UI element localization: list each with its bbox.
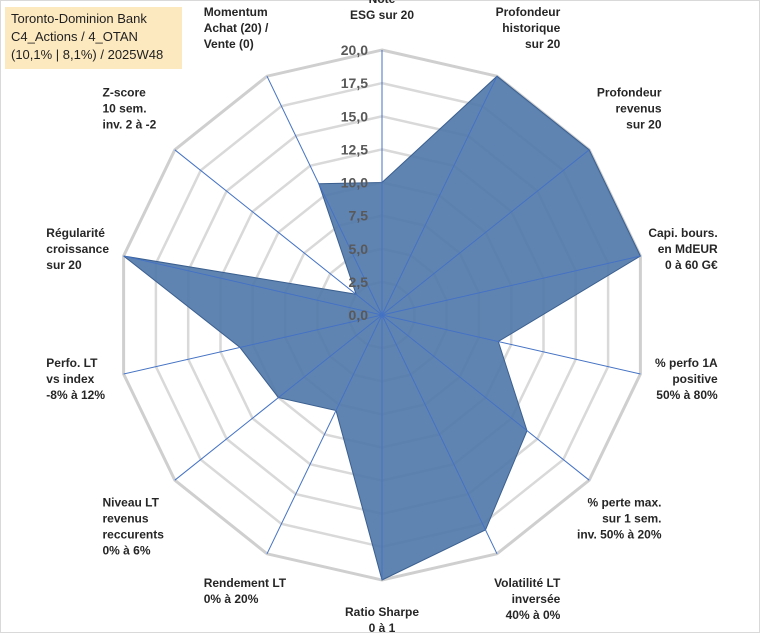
axis-label: Ratio Sharpe xyxy=(345,605,419,619)
axis-spoke xyxy=(174,149,383,316)
axis-label: historique xyxy=(502,21,560,35)
axis-label: 40% à 0% xyxy=(506,608,561,622)
axis-label: % perfo 1A xyxy=(655,356,718,370)
axis-spoke xyxy=(381,314,590,481)
axis-label: sur 20 xyxy=(525,37,561,51)
axis-label: Niveau LT xyxy=(103,495,160,509)
axis-label: positive xyxy=(672,372,718,386)
axis-label: Note xyxy=(369,0,396,6)
axis-label: Momentum xyxy=(204,5,268,19)
axis-label: inv. 2 à -2 xyxy=(103,118,157,132)
radial-tick-label: 7,5 xyxy=(349,208,369,224)
axis-label: en MdEUR xyxy=(658,242,718,256)
radial-tick-label: 17,5 xyxy=(341,75,368,91)
axis-label: Vente (0) xyxy=(204,37,254,51)
radial-tick-label: 0,0 xyxy=(349,307,369,323)
axis-spoke xyxy=(123,255,383,316)
axis-spoke xyxy=(266,314,383,555)
axis-label: Profondeur xyxy=(496,5,561,19)
axis-label: Z-score xyxy=(103,86,147,100)
axis-spoke xyxy=(266,75,383,316)
chart-title-box: Toronto-Dominion Bank C4_Actions / 4_OTA… xyxy=(5,7,182,69)
axis-label: Volatilité LT xyxy=(494,576,561,590)
axis-label: 50% à 80% xyxy=(656,388,718,402)
axis-label: 0 à 1 xyxy=(369,621,396,633)
radial-tick-label: 10,0 xyxy=(341,175,368,191)
axis-label: -8% à 12% xyxy=(46,388,105,402)
axis-label: reccurents xyxy=(103,527,165,541)
axis-label: revenus xyxy=(615,102,661,116)
axis-label: ESG sur 20 xyxy=(350,8,414,22)
radial-tick-label: 5,0 xyxy=(349,241,369,257)
radial-tick-label: 2,5 xyxy=(349,274,369,290)
axis-label: 0 à 60 G€ xyxy=(665,258,718,272)
axis-label: inversée xyxy=(512,592,561,606)
axis-label: sur 20 xyxy=(46,258,82,272)
axis-label: croissance xyxy=(46,242,109,256)
axis-spoke xyxy=(381,149,590,316)
axis-label: sur 1 sem. xyxy=(602,511,661,525)
axis-label: 0% à 20% xyxy=(204,592,259,606)
axis-spoke xyxy=(174,314,383,481)
axis-label: inv. 50% à 20% xyxy=(577,527,662,541)
axis-label: 10 sem. xyxy=(103,102,147,116)
axis-label: Profondeur xyxy=(597,86,662,100)
axis-label: % perte max. xyxy=(587,495,661,509)
axis-label: revenus xyxy=(103,511,149,525)
radial-tick-label: 20,0 xyxy=(341,42,368,58)
axis-label: Achat (20) / xyxy=(204,21,269,35)
axis-label: sur 20 xyxy=(626,118,662,132)
axis-label: Capi. bours. xyxy=(648,226,717,240)
axis-spoke xyxy=(381,75,498,316)
axis-spoke xyxy=(381,314,641,375)
axis-spoke xyxy=(381,314,498,555)
radial-tick-label: 12,5 xyxy=(341,141,368,157)
title-line-company: Toronto-Dominion Bank xyxy=(11,11,147,26)
axis-label: Perfo. LT xyxy=(46,356,98,370)
axis-spoke xyxy=(381,255,641,316)
radial-tick-label: 15,0 xyxy=(341,108,368,124)
title-line-period: (10,1% | 8,1%) / 2025W48 xyxy=(11,47,164,62)
axis-label: Rendement LT xyxy=(204,576,287,590)
axis-label: Régularité xyxy=(46,226,105,240)
axis-spoke xyxy=(123,314,383,375)
axis-label: vs index xyxy=(46,372,94,386)
title-line-category: C4_Actions / 4_OTAN xyxy=(11,29,138,44)
axis-label: 0% à 6% xyxy=(103,543,151,557)
